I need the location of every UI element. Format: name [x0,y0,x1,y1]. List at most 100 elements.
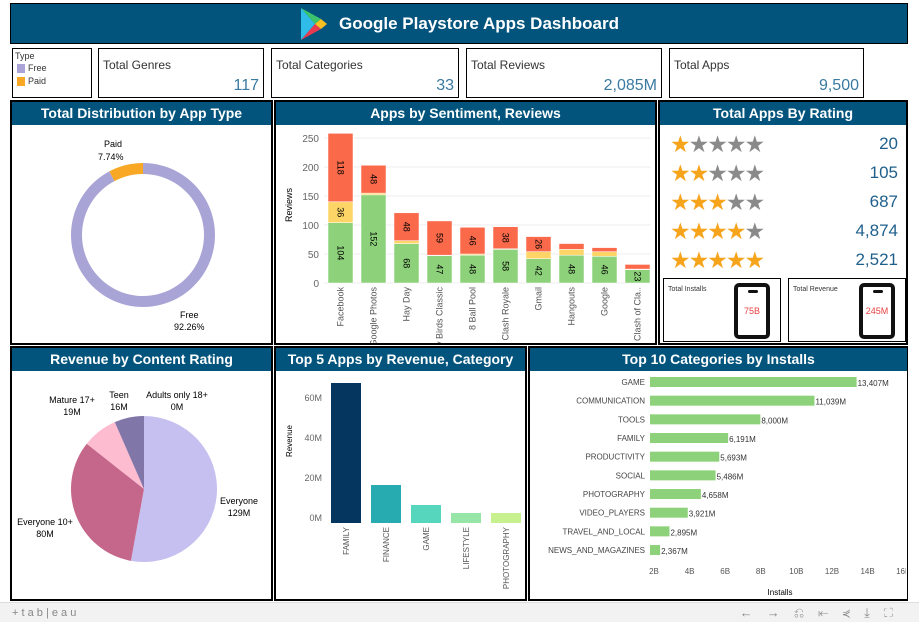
bar-segment [360,192,387,196]
y-tick-label: 0 [313,279,319,290]
rating-row: ★★★★★ 105 [670,160,898,186]
bar [650,377,857,387]
x-tick-label: FAMILY [342,526,351,555]
x-tick-label: Angry Birds Classic [435,287,445,343]
slice-value: 16M [110,402,128,412]
first-icon[interactable]: ⇤ [818,604,843,620]
y-tick-label: TOOLS [618,415,645,424]
panel-app-type: Total Distribution by App Type Free 92.26… [10,100,273,345]
y-tick-label: 100 [302,221,319,232]
rating-count: 4,874 [855,221,898,240]
bar-segment [591,256,618,284]
star-rating-icon: ★★★★★ [670,159,765,186]
stacked-bar-chart: 0 50 100 150 200 250 Reviews 104 36 118 Facebook 15… [284,133,651,343]
x-tick-label: 2B [649,567,659,576]
bar [331,383,361,523]
bar [451,513,481,523]
y-tick-label: COMMUNICATION [576,397,645,406]
panel-top5-revenue: Top 5 Apps by Revenue, Category 0M 20M 40M… [274,346,527,601]
dashboard-title: Google Playstore Apps Dashboard [339,13,619,33]
star-rating-icon: ★★★★★ [670,217,765,244]
x-tick-label: GAME [422,527,431,551]
rating-row: ★★★★★ 687 [670,189,898,215]
bar-segment [525,251,552,259]
bar-value-label: 46 [600,265,610,275]
bar-value-label: 4,658M [702,491,729,500]
legend-title: Type [15,51,35,61]
share-icon[interactable]: ⋞ [842,604,865,620]
slice-value: 129M [228,508,251,518]
legend-item-free[interactable]: Free [13,63,91,74]
slice-label: Everyone [220,496,258,506]
y-tick-label: 250 [302,134,319,145]
bar-value-label: 2,895M [670,528,697,537]
phone-icon: 75B [734,283,770,339]
bar-segment [591,247,618,252]
rating-row: ★★★★★ 20 [670,131,898,157]
revert-icon[interactable]: ⎌ [793,604,819,620]
bar-segment [426,255,453,284]
bar [491,513,521,523]
tableau-footer: + t a b | e a u ←→⎌⇤⋞⤓⛶ [0,602,919,622]
panel-top10-installs: Top 10 Categories by Installs 2B 4B 6B 8B 10… [528,346,908,601]
y-tick-label: 20M [304,473,322,483]
bar-value-label: 42 [534,266,544,276]
y-tick-label: 40M [304,433,322,443]
y-tick-label: 0M [309,513,322,523]
panel-title: Total Apps By Rating [660,102,906,125]
bar-value-label: 48 [402,222,412,232]
bar [650,414,761,425]
kpi-total-categories: Total Categories 33 [271,48,459,98]
bar-value-label: 59 [435,233,445,243]
x-tick-label: 12B [825,567,839,576]
x-tick-label: 6B [720,567,730,576]
bar-segment [558,243,585,250]
rating-count: 105 [869,163,898,182]
rating-count: 687 [869,192,898,211]
x-tick-label: Google [600,287,610,316]
x-tick-label: Hay Day [402,287,412,322]
bar-value-label: 46 [468,236,478,246]
y-tick-label: VIDEO_PLAYERS [579,509,645,518]
x-tick-label: PHOTOGRAPHY [502,526,511,589]
bar-segment [360,165,387,194]
bar-value-label: 152 [369,231,379,246]
slice-value: 7.74% [98,152,124,162]
panel-title: Apps by Sentiment, Reviews [276,102,655,125]
y-tick-label: 150 [302,192,319,203]
redo-icon[interactable]: → [766,604,794,620]
kpi-total-reviews: Total Reviews 2,085M [466,48,662,98]
bar [650,526,670,537]
legend-item-paid[interactable]: Paid [13,76,91,87]
star-rating-icon: ★★★★★ [670,188,765,215]
bar-segment [525,258,552,284]
x-tick-label: Facebook [336,287,346,327]
x-tick-label: 10B [789,567,803,576]
bar-segment [591,251,618,257]
y-tick-label: NEWS_AND_MAGAZINES [548,546,645,555]
rating-count: 2,521 [855,250,898,269]
rating-row: ★★★★★ 2,521 [670,247,898,273]
pie-slice [114,416,144,489]
y-tick-label: SOCIAL [616,471,646,480]
panel-title: Top 5 Apps by Revenue, Category [276,348,525,371]
bar-value-label: 8,000M [761,416,788,425]
bar-segment [327,222,354,284]
bar-segment [426,220,453,256]
fullscreen-icon[interactable]: ⛶ [883,604,907,620]
y-tick-label: TRAVEL_AND_LOCAL [562,527,645,536]
y-tick-label: 60M [304,393,322,403]
slice-label: Paid [104,139,122,149]
undo-icon[interactable]: ← [739,604,767,620]
donut-slice-free [70,163,215,307]
bar [411,505,441,523]
bar-value-label: 104 [336,245,346,260]
bar [650,507,688,518]
bar-segment [393,240,420,244]
bar [371,485,401,523]
bar-segment [327,133,354,203]
x-tick-label: Hangouts [567,287,577,326]
slice-value: 19M [63,407,81,417]
download-icon[interactable]: ⤓ [864,604,884,620]
bar-value-label: 36 [336,207,346,217]
